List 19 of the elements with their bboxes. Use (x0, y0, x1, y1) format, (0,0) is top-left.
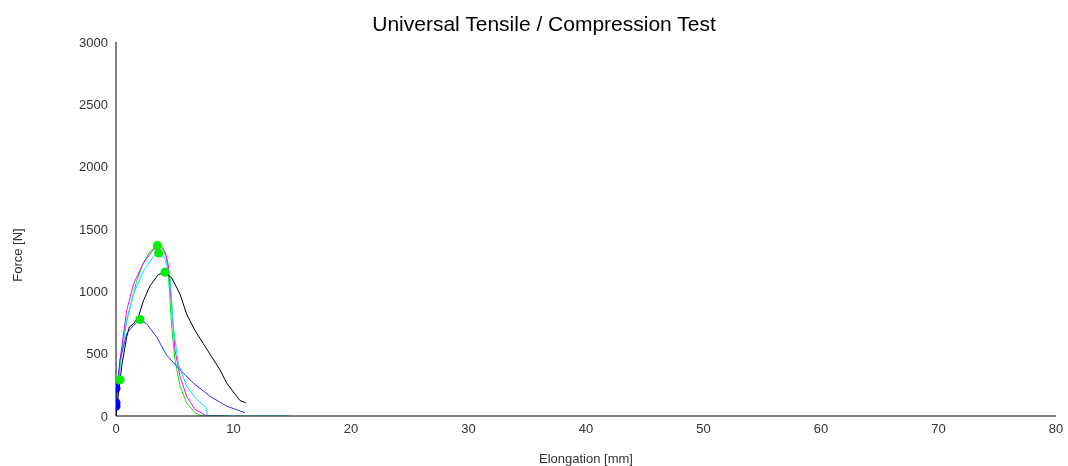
x-tick-label: 30 (461, 421, 476, 437)
x-tick-label: 0 (112, 421, 120, 437)
y-tick-label: 2000 (79, 159, 108, 175)
chart-title: Universal Tensile / Compression Test (371, 12, 717, 36)
y-tick-label: 1500 (79, 221, 108, 237)
x-tick-label: 70 (931, 421, 946, 437)
x-axis-title: Elongation [mm] (538, 451, 634, 466)
y-axis-title: Force [N] (10, 228, 25, 282)
y-tick-label: 3000 (79, 34, 108, 50)
y-tick-label: 0 (100, 408, 108, 424)
y-tick-label: 2500 (79, 96, 108, 112)
x-tick-label: 80 (1048, 421, 1064, 437)
x-tick-label: 60 (813, 421, 829, 437)
y-tick-label: 1000 (79, 283, 108, 299)
x-tick-label: 40 (578, 421, 594, 437)
x-tick-label: 20 (343, 421, 359, 437)
x-tick-label: 10 (226, 421, 241, 437)
x-tick-label: 50 (696, 421, 711, 437)
y-tick-label: 500 (86, 346, 108, 362)
